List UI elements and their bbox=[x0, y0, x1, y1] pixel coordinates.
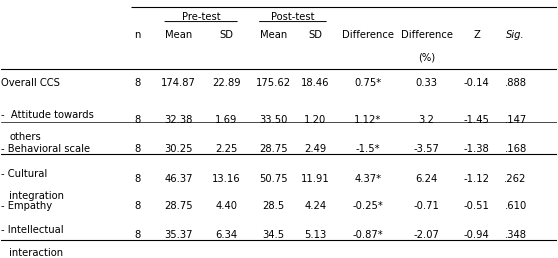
Text: 174.87: 174.87 bbox=[161, 78, 196, 88]
Text: -0.14: -0.14 bbox=[464, 78, 489, 88]
Text: 0.75*: 0.75* bbox=[354, 78, 382, 88]
Text: -0.94: -0.94 bbox=[464, 230, 489, 240]
Text: .147: .147 bbox=[504, 115, 527, 125]
Text: 2.25: 2.25 bbox=[215, 144, 237, 154]
Text: -1.38: -1.38 bbox=[464, 144, 489, 154]
Text: Z: Z bbox=[473, 30, 480, 40]
Text: 2.49: 2.49 bbox=[304, 144, 326, 154]
Text: - Behavioral scale: - Behavioral scale bbox=[1, 144, 90, 154]
Text: .348: .348 bbox=[504, 230, 527, 240]
Text: 22.89: 22.89 bbox=[212, 78, 240, 88]
Text: -3.57: -3.57 bbox=[413, 144, 440, 154]
Text: 13.16: 13.16 bbox=[212, 174, 240, 184]
Text: -2.07: -2.07 bbox=[413, 230, 440, 240]
Text: -0.25*: -0.25* bbox=[353, 201, 383, 211]
Text: 4.37*: 4.37* bbox=[354, 174, 382, 184]
Text: SD: SD bbox=[308, 30, 322, 40]
Text: Mean: Mean bbox=[165, 30, 193, 40]
Text: -1.12: -1.12 bbox=[464, 174, 489, 184]
Text: - Empathy: - Empathy bbox=[1, 201, 52, 211]
Text: 5.13: 5.13 bbox=[304, 230, 326, 240]
Text: SD: SD bbox=[219, 30, 233, 40]
Text: 8: 8 bbox=[134, 144, 140, 154]
Text: others: others bbox=[9, 132, 41, 142]
Text: (%): (%) bbox=[418, 52, 435, 62]
Text: 35.37: 35.37 bbox=[165, 230, 193, 240]
Text: 8: 8 bbox=[134, 78, 140, 88]
Text: 6.24: 6.24 bbox=[415, 174, 437, 184]
Text: Difference: Difference bbox=[342, 30, 394, 40]
Text: 32.38: 32.38 bbox=[165, 115, 193, 125]
Text: -0.51: -0.51 bbox=[464, 201, 489, 211]
Text: -  Attitude towards: - Attitude towards bbox=[1, 110, 94, 120]
Text: - Cultural: - Cultural bbox=[1, 169, 47, 179]
Text: Difference: Difference bbox=[401, 30, 453, 40]
Text: 28.75: 28.75 bbox=[259, 144, 288, 154]
Text: 50.75: 50.75 bbox=[259, 174, 288, 184]
Text: .168: .168 bbox=[504, 144, 527, 154]
Text: Post-test: Post-test bbox=[271, 12, 315, 22]
Text: 30.25: 30.25 bbox=[165, 144, 193, 154]
Text: 28.5: 28.5 bbox=[262, 201, 285, 211]
Text: - Intellectual: - Intellectual bbox=[1, 225, 63, 236]
Text: .888: .888 bbox=[504, 78, 527, 88]
Text: 3.2: 3.2 bbox=[418, 115, 435, 125]
Text: 11.91: 11.91 bbox=[301, 174, 330, 184]
Text: 1.12*: 1.12* bbox=[354, 115, 382, 125]
Text: -1.45: -1.45 bbox=[464, 115, 489, 125]
Text: 18.46: 18.46 bbox=[301, 78, 329, 88]
Text: Sig.: Sig. bbox=[506, 30, 525, 40]
Text: Mean: Mean bbox=[260, 30, 287, 40]
Text: 1.69: 1.69 bbox=[215, 115, 237, 125]
Text: Pre-test: Pre-test bbox=[182, 12, 220, 22]
Text: integration: integration bbox=[9, 191, 64, 201]
Text: 46.37: 46.37 bbox=[165, 174, 193, 184]
Text: .610: .610 bbox=[504, 201, 527, 211]
Text: -0.87*: -0.87* bbox=[353, 230, 383, 240]
Text: 6.34: 6.34 bbox=[215, 230, 237, 240]
Text: 33.50: 33.50 bbox=[259, 115, 287, 125]
Text: 34.5: 34.5 bbox=[262, 230, 285, 240]
Text: .262: .262 bbox=[504, 174, 527, 184]
Text: 4.40: 4.40 bbox=[215, 201, 237, 211]
Text: 175.62: 175.62 bbox=[256, 78, 291, 88]
Text: -0.71: -0.71 bbox=[413, 201, 440, 211]
Text: n: n bbox=[134, 30, 140, 40]
Text: interaction: interaction bbox=[9, 247, 63, 257]
Text: 8: 8 bbox=[134, 115, 140, 125]
Text: 8: 8 bbox=[134, 230, 140, 240]
Text: 4.24: 4.24 bbox=[304, 201, 326, 211]
Text: 8: 8 bbox=[134, 201, 140, 211]
Text: 8: 8 bbox=[134, 174, 140, 184]
Text: 28.75: 28.75 bbox=[165, 201, 193, 211]
Text: Overall CCS: Overall CCS bbox=[1, 78, 60, 88]
Text: 1.20: 1.20 bbox=[304, 115, 326, 125]
Text: -1.5*: -1.5* bbox=[356, 144, 381, 154]
Text: 0.33: 0.33 bbox=[416, 78, 437, 88]
